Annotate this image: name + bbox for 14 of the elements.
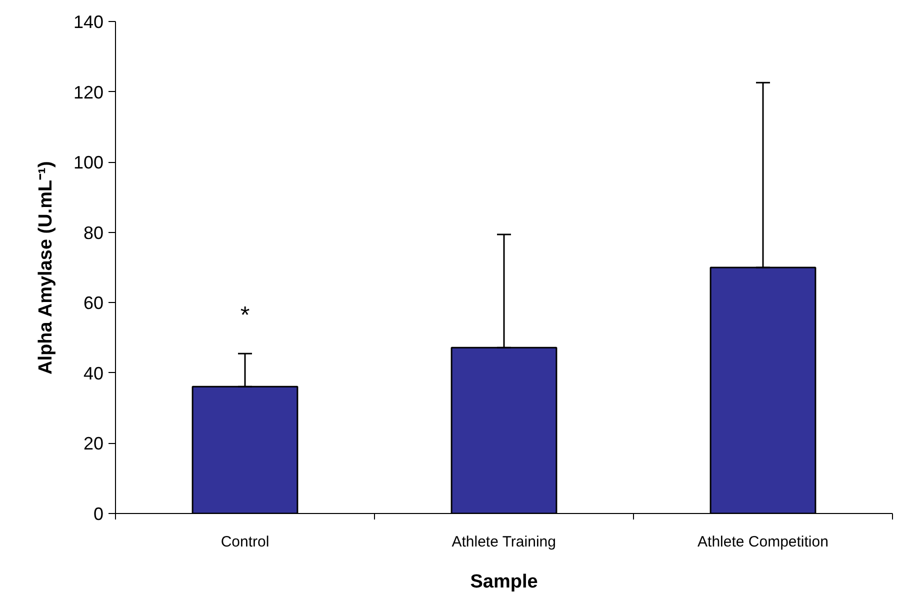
y-axis-title: Alpha Amylase (U.mL⁻¹) [35, 161, 56, 374]
y-tick-label: 80 [83, 222, 104, 243]
y-tick-label: 60 [83, 293, 104, 314]
y-tick-label: 20 [83, 434, 104, 454]
x-axis-title: Sample [470, 572, 538, 592]
y-tick-label: 140 [73, 12, 104, 32]
x-tick-label: Athlete Training [452, 534, 556, 550]
y-tick-label: 40 [83, 363, 104, 384]
y-tick-label: 120 [73, 82, 104, 102]
annotation: * [240, 302, 250, 330]
y-tick-label: 100 [73, 152, 104, 173]
x-tick-label: Athlete Competition [698, 534, 828, 550]
x-tick-label: Control [220, 534, 270, 550]
y-tick-label: 0 [93, 504, 104, 524]
